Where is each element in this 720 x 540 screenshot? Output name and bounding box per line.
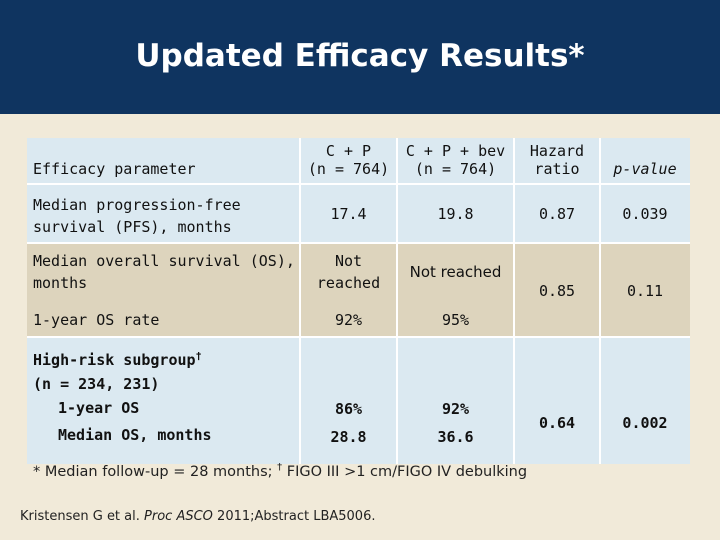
os1yr-cpbev-value: 95% [441, 311, 470, 329]
pfs-cp-value: 17.4 [330, 205, 367, 223]
reference-journal: Proc ASCO [144, 509, 213, 524]
col-header-cp-line1: C + P [325, 142, 372, 160]
row-label-os1yr: 1-year OS rate [33, 311, 160, 329]
row-label-os-line2: months [33, 274, 88, 292]
pfs-hr-value: 0.87 [538, 205, 576, 223]
pfs-pvalue: 0.039 [622, 205, 668, 223]
row-label-hr-median: Median OS, months [58, 426, 212, 444]
hr-1yr-cp-value: 86% [334, 400, 363, 418]
title-bar: Updated Efficacy Results* [0, 0, 720, 114]
col-header-cpbev: C + P + bev (n = 764) [397, 142, 514, 178]
os-hr-value: 0.85 [538, 282, 576, 300]
os-cp-value-line2: reached [316, 274, 381, 292]
pfs-cpbev-value: 19.8 [437, 205, 474, 223]
footnote-dagger: † [277, 462, 283, 473]
hr-1yr-cpbev-value: 92% [441, 400, 470, 418]
os-cp-value-line1: Not [334, 252, 363, 270]
os-cpbev-value: Not reached [409, 263, 502, 281]
row-label-os: Median overall survival (OS), months [33, 250, 295, 294]
os-pvalue: 0.11 [626, 282, 664, 300]
row-label-hr-1yr: 1-year OS [58, 399, 140, 417]
highrisk-rows-bg [27, 337, 690, 464]
col-header-cpbev-line2: (n = 764) [414, 160, 497, 178]
row-label-highrisk-line2: (n = 234, 231) [33, 375, 160, 393]
reference-rest: 2011;Abstract LBA5006. [217, 509, 376, 524]
col-header-cpbev-line1: C + P + bev [405, 142, 506, 160]
table-grid [27, 138, 690, 464]
row-label-os-line1: Median overall survival (OS), [33, 252, 295, 270]
reference: Kristensen G et al. Proc ASCO 2011;Abstr… [20, 509, 375, 524]
header-and-pfs-row-bg [27, 138, 690, 243]
os-cp-value: Not reached [300, 250, 397, 294]
reference-authors: Kristensen G et al. [20, 509, 140, 524]
footnote-dagger-text: FIGO III >1 cm/FIGO IV debulking [286, 463, 528, 480]
col-header-hr: Hazard ratio [514, 142, 600, 178]
highrisk-pvalue: 0.002 [622, 414, 668, 432]
highrisk-hr-value: 0.64 [538, 414, 576, 432]
footnote: * Median follow-up = 28 months; † FIGO I… [33, 462, 527, 480]
col-header-cp: C + P (n = 764) [300, 142, 397, 178]
os1yr-cp-value: 92% [334, 311, 363, 329]
col-header-hr-line2: ratio [534, 160, 580, 178]
dagger-mark: † [195, 351, 202, 362]
hr-median-cpbev-value: 36.6 [437, 428, 474, 446]
col-header-cp-line2: (n = 764) [307, 160, 390, 178]
row-label-highrisk: High-risk subgroup† (n = 234, 231) [33, 345, 202, 396]
hr-median-cp-value: 28.8 [330, 428, 367, 446]
row-label-pfs-line1: Median progression-free [33, 196, 241, 214]
col-header-pvalue: p-value [613, 160, 677, 178]
page-title: Updated Efficacy Results* [135, 38, 585, 74]
col-header-hr-line1: Hazard [529, 142, 585, 160]
col-header-parameter: Efficacy parameter [33, 160, 196, 178]
row-label-highrisk-line1: High-risk subgroup [33, 351, 196, 369]
os-rows-bg [27, 243, 690, 337]
row-label-pfs-line2: survival (PFS), months [33, 218, 232, 236]
row-label-pfs: Median progression-free survival (PFS), … [33, 194, 241, 238]
footnote-star: * Median follow-up = 28 months; [33, 463, 273, 480]
efficacy-table: Efficacy parameter C + P (n = 764) C + P… [27, 138, 690, 464]
